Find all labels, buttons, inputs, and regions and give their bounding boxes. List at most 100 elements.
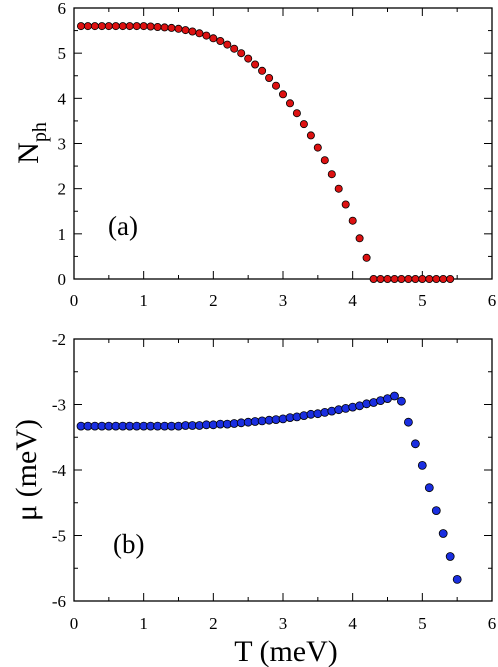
data-point (181, 26, 190, 35)
data-point (431, 506, 441, 516)
data-point (195, 29, 204, 38)
data-point (167, 23, 176, 32)
data-point (341, 200, 350, 209)
data-point (209, 34, 218, 43)
data-point (376, 274, 385, 283)
x-tick-label: 0 (70, 291, 79, 310)
data-point (327, 170, 336, 179)
data-point (452, 575, 462, 584)
data-point (278, 90, 287, 99)
data-point (90, 22, 99, 31)
data-point (244, 54, 253, 63)
data-point (118, 22, 127, 31)
data-point (404, 274, 413, 283)
y-tick-label: 5 (58, 44, 67, 63)
x-tick-label: 2 (209, 291, 218, 310)
data-point (418, 274, 427, 283)
data-point (320, 156, 329, 165)
data-point (299, 120, 308, 129)
data-point (97, 22, 106, 31)
data-point (285, 99, 294, 108)
data-point (271, 81, 280, 90)
x-tick-label: 2 (209, 614, 218, 633)
panel-b-data-points (76, 391, 462, 584)
y-axis-symbol: N (12, 142, 45, 164)
y-tick-label: -4 (52, 461, 67, 480)
y-tick-label: 4 (58, 89, 67, 108)
data-point (417, 460, 427, 470)
data-point (355, 234, 364, 243)
data-point (292, 109, 301, 118)
data-point (369, 274, 378, 283)
data-point (396, 396, 406, 406)
x-tick-label: 5 (418, 614, 427, 633)
x-tick-label: 1 (139, 614, 148, 633)
data-point (390, 274, 399, 283)
data-point (111, 22, 120, 31)
y-tick-label: 2 (58, 180, 67, 199)
data-point (223, 40, 232, 49)
x-tick-label: 0 (70, 614, 79, 633)
data-point (258, 66, 267, 75)
data-point (188, 27, 197, 36)
data-point (139, 22, 148, 31)
data-point (383, 274, 392, 283)
data-point (425, 274, 434, 283)
y-tick-label: -2 (52, 330, 66, 349)
data-point (446, 274, 455, 283)
data-point (153, 22, 162, 31)
y-axis-subscript: ph (29, 122, 51, 142)
x-tick-label: 3 (279, 614, 288, 633)
panel-a-nph: 0 1 2 3 4 5 6 0 1 2 3 4 5 6 (a) Nph (12, 0, 496, 310)
data-point (202, 31, 211, 40)
x-tick-label: 5 (418, 291, 427, 310)
data-point (438, 529, 448, 538)
data-point (403, 417, 413, 427)
panel-a-y-axis-title: Nph (12, 122, 51, 164)
data-point (216, 37, 225, 46)
data-point (230, 44, 239, 53)
y-tick-label: 0 (58, 270, 67, 289)
data-point (397, 274, 406, 283)
y-tick-label: 1 (58, 225, 67, 244)
data-point (390, 391, 399, 401)
data-point (146, 22, 155, 31)
data-point (265, 74, 274, 83)
panel-b-label: (b) (113, 529, 144, 559)
x-tick-label: 6 (488, 614, 497, 633)
y-tick-label: -3 (52, 396, 66, 415)
y-tick-label: 6 (58, 0, 67, 18)
panel-a-ticks (73, 7, 493, 280)
x-tick-label: 6 (488, 291, 497, 310)
data-point (313, 143, 322, 152)
data-point (334, 184, 343, 193)
panel-b-x-axis-title: T (meV) (234, 635, 338, 667)
data-point (348, 216, 357, 225)
data-point (104, 22, 113, 31)
data-point (237, 49, 246, 58)
panel-b-y-axis-title: μ (meV) (10, 419, 43, 521)
panel-a-data-points (77, 22, 455, 283)
panel-a-tick-labels: 0 1 2 3 4 5 6 0 1 2 3 4 5 6 (58, 0, 497, 310)
x-tick-label: 1 (139, 291, 148, 310)
data-point (411, 274, 420, 283)
x-tick-label: 4 (348, 291, 357, 310)
data-point (306, 131, 315, 140)
panel-b-frame (73, 338, 493, 602)
data-point (77, 22, 86, 31)
panel-b-mu: 0 1 2 3 4 5 6 -6 -5 -4 -3 -2 (b) μ (meV) T (meV) (10, 330, 496, 667)
y-tick-label: -5 (52, 527, 66, 546)
data-point (445, 552, 455, 561)
data-point (410, 439, 420, 449)
data-point (362, 253, 371, 262)
y-tick-label: 3 (58, 135, 67, 154)
data-point (132, 22, 141, 31)
data-point (174, 24, 183, 33)
data-point (424, 483, 434, 493)
data-point (432, 274, 441, 283)
panel-b-tick-labels: 0 1 2 3 4 5 6 -6 -5 -4 -3 -2 (52, 330, 496, 633)
data-point (251, 60, 260, 69)
x-tick-label: 4 (348, 614, 357, 633)
x-tick-label: 3 (279, 291, 288, 310)
